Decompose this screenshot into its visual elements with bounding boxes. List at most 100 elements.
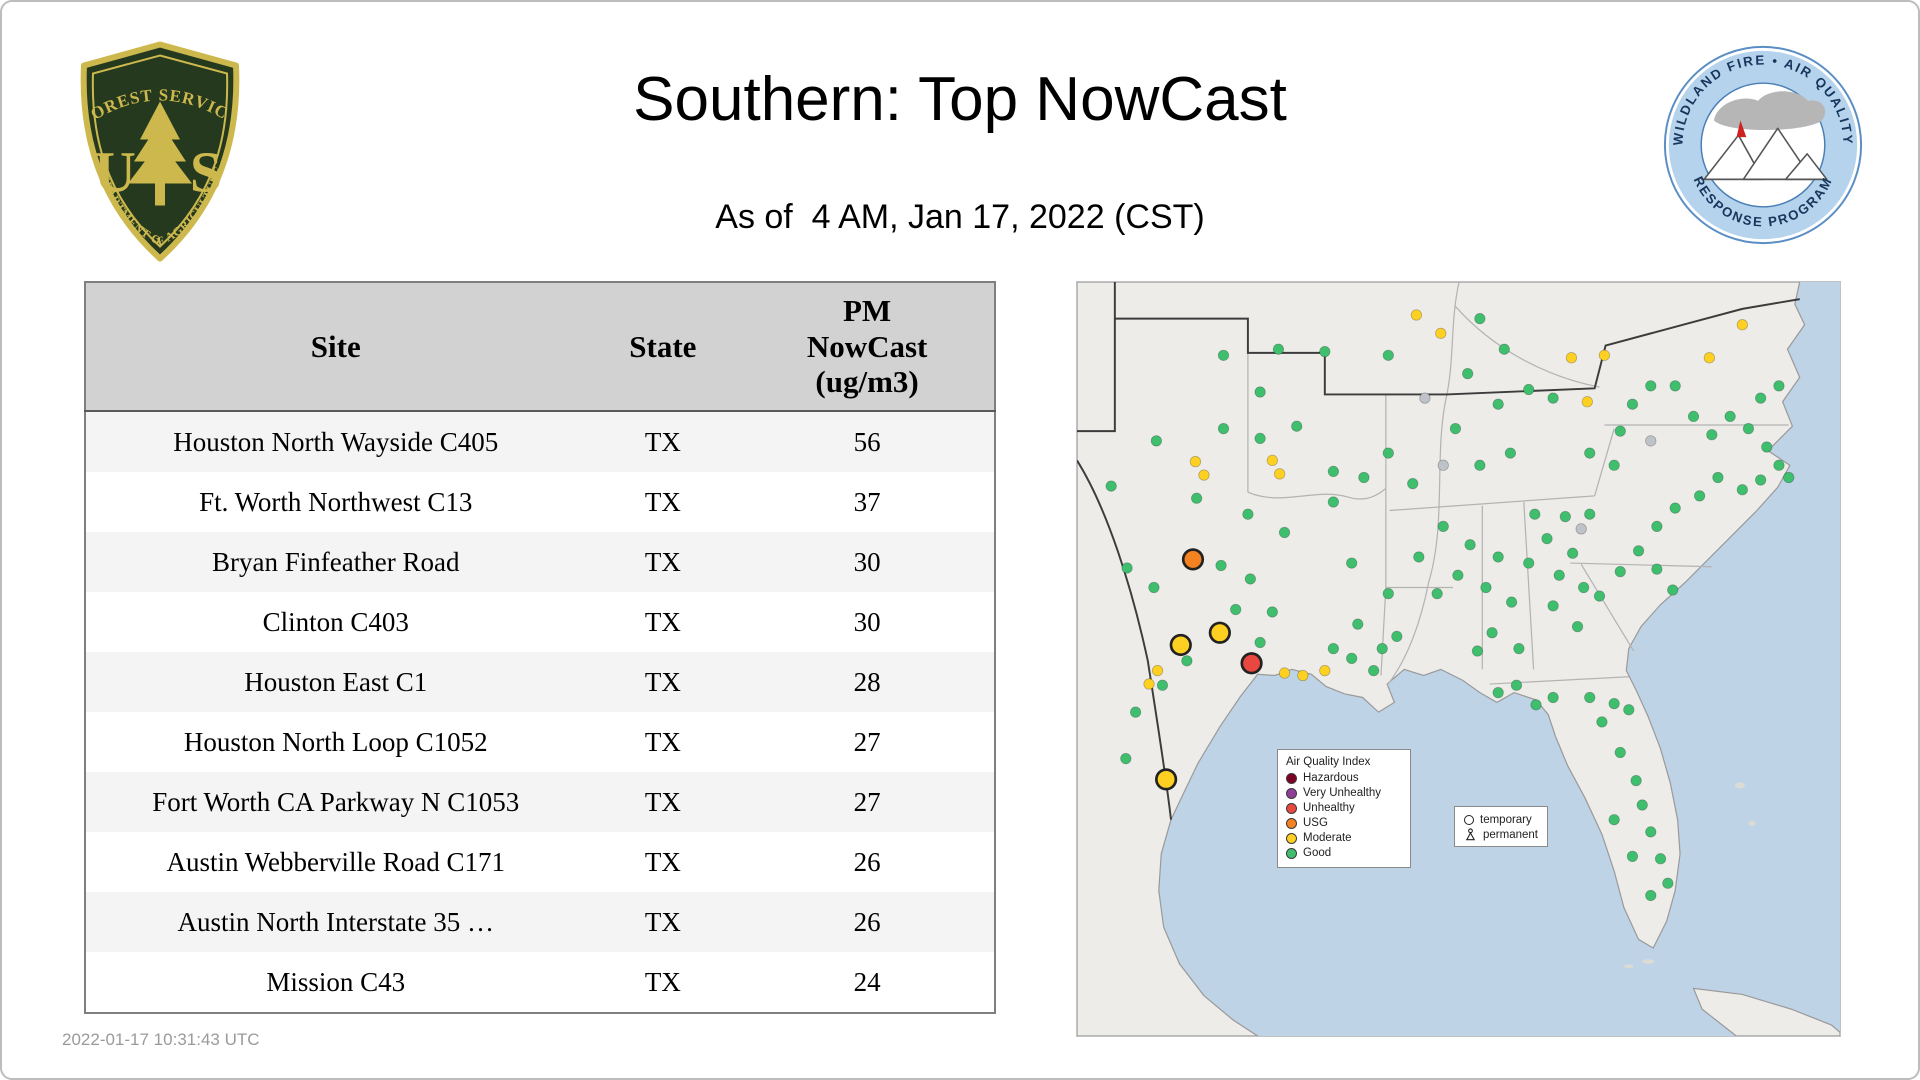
permanent-marker-icon [1465,828,1476,841]
monitor-dot [1593,590,1606,602]
monitor-dot [1217,423,1230,435]
site-cell: Austin North Interstate 35 … [177,906,494,937]
monitor-dot [1523,557,1535,569]
monitor-dot [1382,587,1394,600]
monitor-dot [1504,447,1516,459]
state-cell: TX [644,546,681,577]
monitor-dot [1462,368,1474,380]
temporary-monitor-dot [1208,621,1231,644]
pine-tree-icon [128,101,192,206]
monitor-dot [1148,581,1160,594]
monitor-dot [1645,826,1657,838]
monitor-dot [1651,520,1663,533]
table-row: Houston North Loop C1052 TX 27 [85,712,995,772]
monitor-dot [1143,678,1155,690]
table-row: Austin North Interstate 35 … TX 26 [85,892,995,952]
monitor-dot [1623,704,1635,716]
monitor-dot [1773,459,1785,471]
aqi-legend-label: Unhealthy [1303,802,1355,814]
monitor-dot [1645,889,1657,902]
site-cell: Clinton C403 [262,606,409,637]
value-cell: 37 [853,486,881,517]
monitor-dot [1431,587,1443,600]
monitor-dot [1608,697,1620,710]
monitor-dot [1291,420,1303,432]
monitor-dot [1156,679,1169,691]
monitor-dot [1703,352,1715,364]
fs-letter-u: U [94,140,136,205]
monitor-dot [1584,691,1596,704]
monitor-dot [1376,642,1388,655]
monitor-dot [1712,471,1724,484]
monitor-dot [1584,508,1596,520]
monitor-dot [1614,566,1626,578]
monitor-dot [1319,346,1331,358]
monitor-dot [1530,699,1542,711]
monitor-dot [1736,484,1748,496]
aqi-legend-item: Very Unhealthy [1286,787,1402,799]
aqi-legend-label: Hazardous [1303,772,1359,784]
monitor-dot [1410,309,1422,321]
nowcast-table-container: Site State PM NowCast (ug/m3) Houston No… [84,281,996,1014]
monitor-dot [1667,584,1679,596]
landmass [1077,282,1806,1036]
value-cell: 27 [853,726,881,757]
monitor-dot [1191,492,1203,504]
page-title: Southern: Top NowCast [633,65,1287,134]
southeast-us-basemap [1077,282,1840,1036]
monitor-dot [1254,386,1266,398]
monitor-dot [1547,600,1559,612]
monitor-dot [1584,447,1596,459]
monitor-dot [1254,636,1266,649]
monitor-dot [1645,380,1657,392]
wildland-fire-air-quality-logo: WILDLAND FIRE • AIR QUALITY RESPONSE PRO… [1663,45,1863,245]
value-cell: 30 [853,606,881,637]
aqi-color-swatch [1286,772,1297,784]
aqi-color-swatch [1286,832,1297,844]
monitor-dot [1327,465,1339,478]
monitor-dot [1598,349,1611,361]
monitor-dot [1565,352,1578,364]
monitor-dot [1346,557,1358,569]
monitor-dot [1150,435,1162,447]
monitor-dot [1581,396,1593,408]
monitor-dot [1567,547,1579,559]
aqi-legend-item: Good [1286,847,1402,859]
monitor-dot [1120,752,1132,765]
monitor-dot [1480,581,1492,594]
table-row: Austin Webberville Road C171 TX 26 [85,832,995,892]
temporary-monitor-dot [1155,768,1178,791]
monitor-dot [1742,423,1755,435]
column-header-site: Site [85,282,586,412]
site-cell: Bryan Finfeather Road [212,546,460,577]
table-row: Ft. Worth Northwest C13 TX 37 [85,472,995,532]
value-cell: 24 [853,966,881,997]
monitor-dot [1189,456,1202,468]
monitor-dot [1632,545,1645,557]
aqi-legend-label: Moderate [1303,832,1352,844]
aqi-color-swatch [1286,847,1297,859]
aqi-legend-item: Unhealthy [1286,802,1402,814]
monitor-dot [1382,447,1394,459]
aqi-legend-label: Good [1303,847,1332,859]
monitor-dot [1419,392,1431,404]
marker-type-legend: temporary permanent [1454,806,1548,847]
aqi-legend-title: Air Quality Index [1286,756,1371,768]
value-cell: 28 [853,666,881,697]
monitor-dot [1614,425,1626,437]
monitor-dot [1266,454,1278,467]
monitor-dot [1693,490,1706,502]
table-row: Clinton C403 TX 30 [85,592,995,652]
monitor-dot [1471,645,1484,657]
monitor-dot [1452,569,1464,581]
permanent-label: permanent [1483,828,1538,841]
aqi-legend-items: Hazardous Very Unhealthy Unhealthy USG Moder… [1286,772,1402,859]
forest-service-logo: FOREST SERVICE U S DEPARTMENT OF AGRICUL… [60,38,240,262]
table-header-row: Site State PM NowCast (ug/m3) [85,282,995,412]
monitor-dot [1198,469,1210,481]
markers-layer [1105,309,1795,902]
monitor-dot [1608,459,1620,471]
monitor-dot [1492,686,1504,699]
aqi-legend-item: Moderate [1286,832,1402,844]
